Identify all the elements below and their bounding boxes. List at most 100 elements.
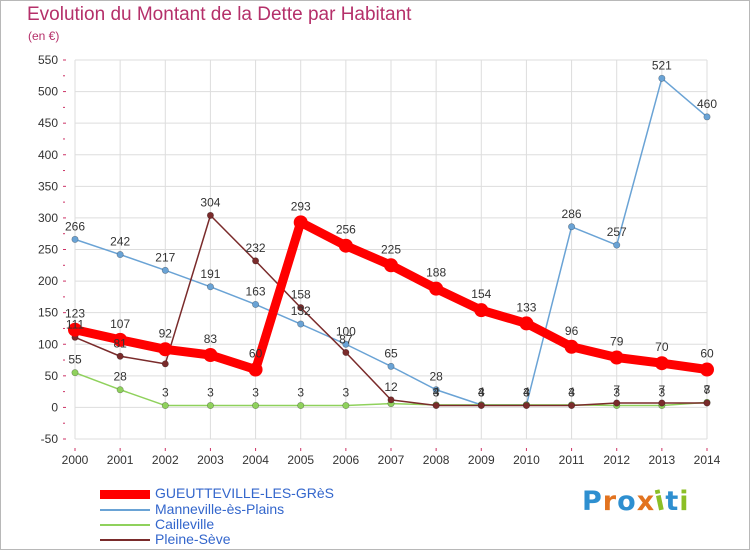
data-label: 3 (207, 386, 214, 400)
series-point (248, 362, 263, 377)
x-tick-label: 2001 (107, 453, 134, 467)
data-label: 188 (426, 266, 446, 280)
series-point (568, 223, 576, 231)
x-tick-label: 2004 (242, 453, 269, 467)
legend-label-manneville: Manneville-ès-Plains (155, 501, 285, 517)
series-point (206, 283, 214, 291)
data-label: 28 (429, 370, 443, 384)
series-point (429, 281, 444, 296)
series-point (342, 402, 350, 410)
y-tick-label: -50 (41, 432, 59, 446)
legend-swatch-pleine-seve (100, 539, 150, 541)
series-point (564, 339, 579, 354)
data-label: 304 (200, 195, 220, 209)
x-tick-label: 2014 (694, 453, 721, 467)
series-point (68, 322, 82, 337)
legend-swatch-cailleville (100, 524, 150, 526)
series-point (609, 350, 624, 365)
series-point (387, 396, 395, 404)
proxiti-logo: Proxiti (582, 485, 690, 518)
data-label: 286 (562, 207, 582, 221)
series-point (658, 399, 666, 407)
x-tick-label: 2007 (378, 453, 405, 467)
series-lines (68, 74, 714, 410)
series-point (158, 342, 173, 357)
series-point (297, 320, 305, 328)
x-tick-label: 2003 (197, 453, 224, 467)
data-label: 28 (113, 370, 127, 384)
axes: -50 0 50 100 150 200 250 300 350 400 450 500 550 2000… (38, 53, 721, 467)
series-point (432, 386, 440, 394)
data-label: 3 (433, 386, 440, 400)
legend-item-manneville: Manneville-ès-Plains (100, 501, 360, 519)
series-point (203, 347, 218, 362)
series-point (252, 300, 260, 308)
data-label: 92 (159, 326, 173, 340)
data-label: 3 (523, 386, 530, 400)
data-label: 81 (113, 336, 127, 350)
data-label: 133 (516, 300, 536, 314)
legend-label-pleine-seve: Pleine-Sève (155, 531, 231, 547)
y-tick-label: 100 (38, 337, 58, 351)
series-point (116, 386, 124, 394)
grid-lines (74, 59, 708, 440)
y-tick-label: 200 (38, 274, 58, 288)
data-label: 55 (68, 353, 82, 367)
series-point (297, 304, 305, 312)
data-label: 96 (565, 324, 579, 338)
x-tick-label: 2005 (287, 453, 314, 467)
series-point (206, 402, 214, 410)
legend-item-pleine-seve: Pleine-Sève (100, 531, 360, 549)
y-tick-label: 0 (51, 400, 58, 414)
y-tick-label: 150 (38, 306, 58, 320)
legend-swatch-gueutteville (100, 490, 150, 499)
data-label: 232 (246, 241, 266, 255)
data-label: 4 (478, 385, 485, 399)
series-point (342, 340, 350, 348)
data-label: 70 (655, 340, 669, 354)
data-label: 3 (568, 386, 575, 400)
data-label: 87 (339, 332, 353, 346)
data-label: 7 (704, 383, 711, 397)
series-point (387, 362, 395, 370)
x-tick-label: 2008 (423, 453, 450, 467)
series-point (161, 266, 169, 274)
x-tick-label: 2012 (603, 453, 630, 467)
data-label: 107 (110, 317, 130, 331)
data-label: 12 (384, 380, 398, 394)
series-point (113, 332, 128, 347)
data-label: 191 (200, 267, 220, 281)
series-point (703, 399, 711, 407)
data-label: 7 (613, 383, 620, 397)
x-tick-label: 2002 (152, 453, 179, 467)
legend-item-gueutteville: GUEUTTEVILLE-LES-GRèS (100, 485, 360, 503)
x-tick-label: 2009 (468, 453, 495, 467)
data-label: 83 (204, 332, 218, 346)
data-label: 163 (246, 284, 266, 298)
series-point (474, 303, 489, 318)
data-label: 60 (700, 347, 714, 361)
data-label: 293 (291, 199, 311, 213)
series-point (613, 399, 621, 407)
series-point (293, 215, 308, 230)
data-label: 242 (110, 235, 130, 249)
series-point (477, 402, 485, 410)
series-point (658, 74, 666, 82)
data-label: 7 (659, 383, 666, 397)
data-label: 8 (704, 382, 711, 396)
data-label: 460 (697, 97, 717, 111)
data-label: 521 (652, 58, 672, 72)
data-label: 154 (471, 287, 491, 301)
chart-subtitle: (en €) (28, 29, 60, 43)
y-tick-label: 450 (38, 116, 58, 130)
data-label: 4 (523, 385, 530, 399)
legend-item-cailleville: Cailleville (100, 516, 360, 534)
x-tick-label: 2013 (649, 453, 676, 467)
series-point (519, 316, 534, 331)
series-point (297, 402, 305, 410)
series-point (252, 402, 260, 410)
series-point (613, 241, 621, 249)
legend-label-cailleville: Cailleville (155, 516, 215, 532)
series-point (71, 235, 79, 243)
